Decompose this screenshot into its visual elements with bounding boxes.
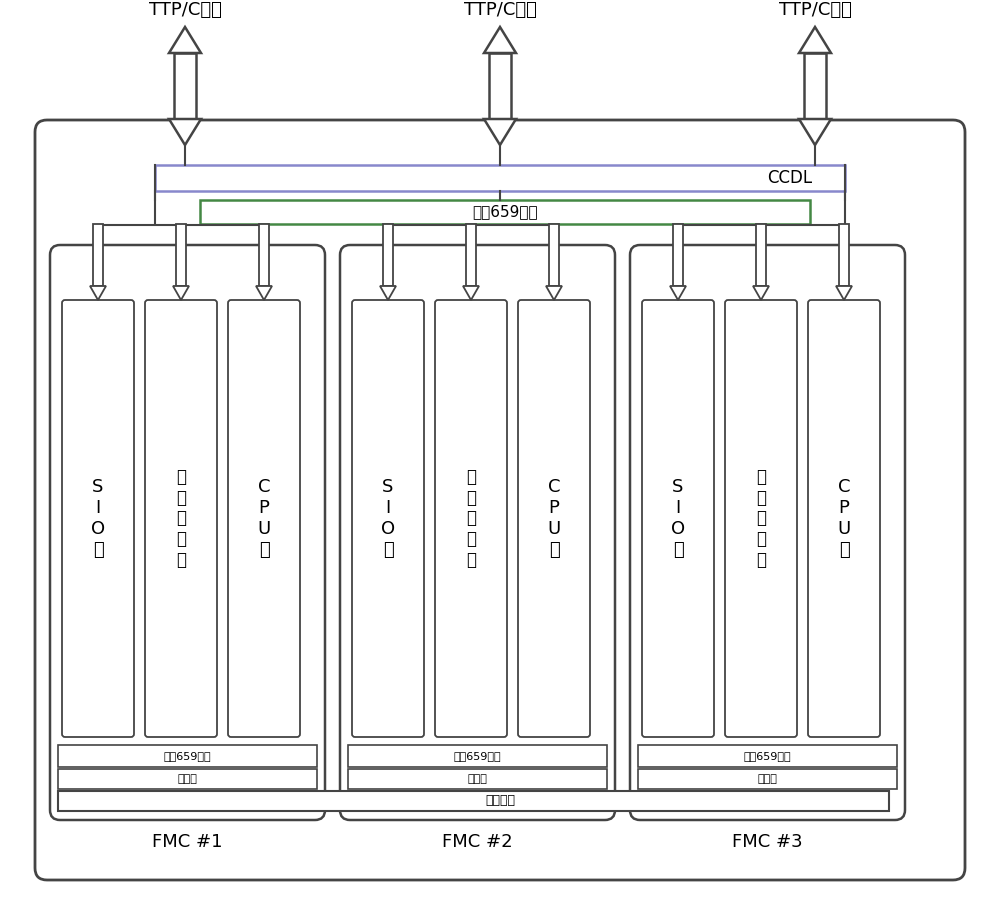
- Text: TTP/C总线: TTP/C总线: [779, 1, 851, 19]
- Polygon shape: [256, 286, 272, 300]
- FancyBboxPatch shape: [228, 300, 300, 737]
- FancyBboxPatch shape: [352, 300, 424, 737]
- Polygon shape: [380, 286, 396, 300]
- FancyBboxPatch shape: [518, 300, 590, 737]
- Polygon shape: [90, 286, 106, 300]
- Bar: [489, 53, 511, 119]
- Text: 总
线
接
口
板: 总 线 接 口 板: [466, 468, 476, 569]
- Text: S
I
O
板: S I O 板: [91, 479, 105, 559]
- Text: S
I
O
板: S I O 板: [381, 479, 395, 559]
- FancyBboxPatch shape: [642, 300, 714, 737]
- Text: C
P
U
板: C P U 板: [547, 479, 561, 559]
- FancyBboxPatch shape: [35, 120, 965, 880]
- Text: 电源板: 电源板: [178, 774, 197, 784]
- Text: 背板电缆: 背板电缆: [485, 794, 515, 808]
- Polygon shape: [670, 286, 686, 300]
- Bar: [756, 224, 766, 286]
- Polygon shape: [753, 286, 769, 300]
- Text: 总
线
接
口
板: 总 线 接 口 板: [176, 468, 186, 569]
- Bar: [348, 769, 607, 789]
- FancyBboxPatch shape: [145, 300, 217, 737]
- Bar: [259, 224, 269, 286]
- Bar: [839, 224, 849, 286]
- Bar: [93, 224, 103, 286]
- Bar: [176, 224, 186, 286]
- Text: 本地659总线: 本地659总线: [744, 751, 791, 761]
- Text: 电源板: 电源板: [468, 774, 487, 784]
- Text: 本地659总线: 本地659总线: [164, 751, 211, 761]
- Bar: [638, 745, 897, 767]
- Bar: [383, 224, 393, 286]
- Text: C
P
U
板: C P U 板: [837, 479, 851, 559]
- Text: FMC #2: FMC #2: [442, 833, 513, 851]
- Bar: [58, 791, 889, 811]
- Bar: [638, 769, 897, 789]
- FancyBboxPatch shape: [340, 245, 615, 820]
- Bar: [466, 224, 476, 286]
- Polygon shape: [484, 119, 516, 145]
- Text: FMC #1: FMC #1: [152, 833, 223, 851]
- Bar: [58, 769, 317, 789]
- Text: 总
线
接
口
板: 总 线 接 口 板: [756, 468, 766, 569]
- Text: TTP/C总线: TTP/C总线: [464, 1, 536, 19]
- Polygon shape: [799, 27, 831, 53]
- Polygon shape: [463, 286, 479, 300]
- FancyBboxPatch shape: [62, 300, 134, 737]
- Bar: [673, 224, 683, 286]
- FancyBboxPatch shape: [50, 245, 325, 820]
- FancyBboxPatch shape: [808, 300, 880, 737]
- Bar: [155, 165, 845, 191]
- Text: 桥接659总线: 桥接659总线: [472, 204, 538, 220]
- Polygon shape: [173, 286, 189, 300]
- Text: CCDL: CCDL: [767, 169, 813, 187]
- Bar: [804, 53, 826, 119]
- Polygon shape: [799, 119, 831, 145]
- Bar: [549, 224, 559, 286]
- Text: S
I
O
板: S I O 板: [671, 479, 685, 559]
- FancyBboxPatch shape: [725, 300, 797, 737]
- Bar: [348, 745, 607, 767]
- Polygon shape: [484, 27, 516, 53]
- Polygon shape: [169, 119, 201, 145]
- FancyBboxPatch shape: [435, 300, 507, 737]
- Bar: [200, 200, 810, 224]
- Text: TTP/C总线: TTP/C总线: [149, 1, 221, 19]
- Text: 本地659总线: 本地659总线: [454, 751, 501, 761]
- Bar: [174, 53, 196, 119]
- Polygon shape: [169, 27, 201, 53]
- Bar: [58, 745, 317, 767]
- FancyBboxPatch shape: [630, 245, 905, 820]
- Text: FMC #3: FMC #3: [732, 833, 803, 851]
- Polygon shape: [836, 286, 852, 300]
- Text: C
P
U
板: C P U 板: [257, 479, 271, 559]
- Polygon shape: [546, 286, 562, 300]
- Text: 电源板: 电源板: [758, 774, 777, 784]
